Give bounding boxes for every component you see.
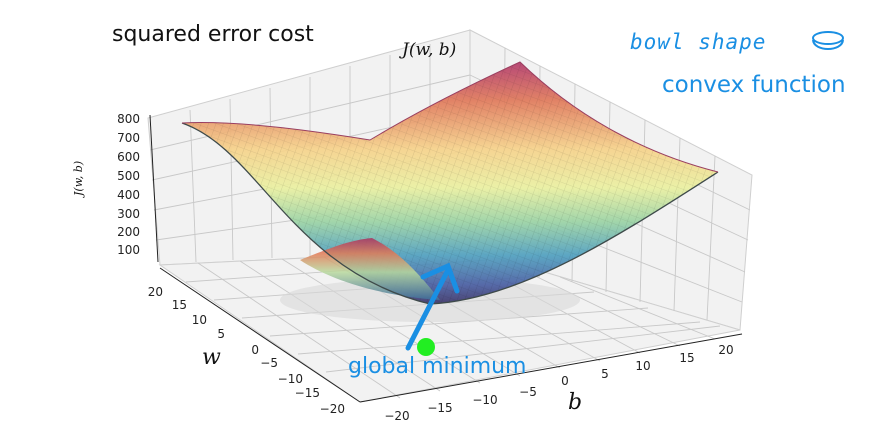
page-title: squared error cost: [112, 22, 314, 47]
global-minimum-point: [417, 338, 435, 356]
b-tick: 10: [635, 359, 650, 373]
w-tick: 15: [172, 298, 187, 312]
w-tick: 5: [217, 327, 225, 341]
j-tick: 500: [117, 169, 140, 183]
j-tick: 700: [117, 131, 140, 145]
w-tick: −20: [320, 402, 345, 416]
w-tick: 0: [251, 343, 259, 357]
bowl-surface: [181, 61, 719, 305]
axis-label-w: w: [202, 345, 221, 370]
w-tick: 20: [148, 285, 163, 299]
b-axis-ticks: −20 −15 −10 −5 0 5 10 15 20: [384, 343, 733, 423]
b-tick: 20: [718, 343, 733, 357]
w-tick: −5: [260, 356, 278, 370]
b-tick: −10: [472, 393, 497, 407]
j-axis-ticks: 800 700 600 500 400 300 200 100: [117, 112, 140, 257]
axes: [149, 114, 743, 403]
j-tick: 400: [117, 188, 140, 202]
annotation-convex-function: convex function: [662, 72, 846, 98]
annotation-bowl-shape: bowl shape: [630, 30, 767, 54]
j-tick: 300: [117, 207, 140, 221]
w-tick: −10: [278, 372, 303, 386]
j-tick: 200: [117, 225, 140, 239]
w-tick: 10: [192, 313, 207, 327]
b-tick: −5: [519, 385, 537, 399]
w-axis-ticks: 20 15 10 5 0 −5 −10 −15 −20: [148, 285, 345, 416]
axis-label-b: b: [568, 390, 583, 415]
j-tick: 100: [117, 243, 140, 257]
axis-label-j: J(w, b): [72, 160, 85, 196]
b-tick: 5: [601, 367, 609, 381]
j-tick: 800: [117, 112, 140, 126]
j-tick: 600: [117, 150, 140, 164]
bowl-icon: [812, 31, 844, 50]
surface-title: J(w, b): [402, 40, 457, 60]
annotation-global-minimum: global minimum: [348, 354, 527, 379]
arrow-icon: [405, 262, 460, 351]
b-tick: 15: [679, 351, 694, 365]
w-tick: −15: [295, 386, 320, 400]
b-tick: 0: [561, 374, 569, 388]
b-tick: −20: [384, 409, 409, 423]
b-tick: −15: [427, 401, 452, 415]
